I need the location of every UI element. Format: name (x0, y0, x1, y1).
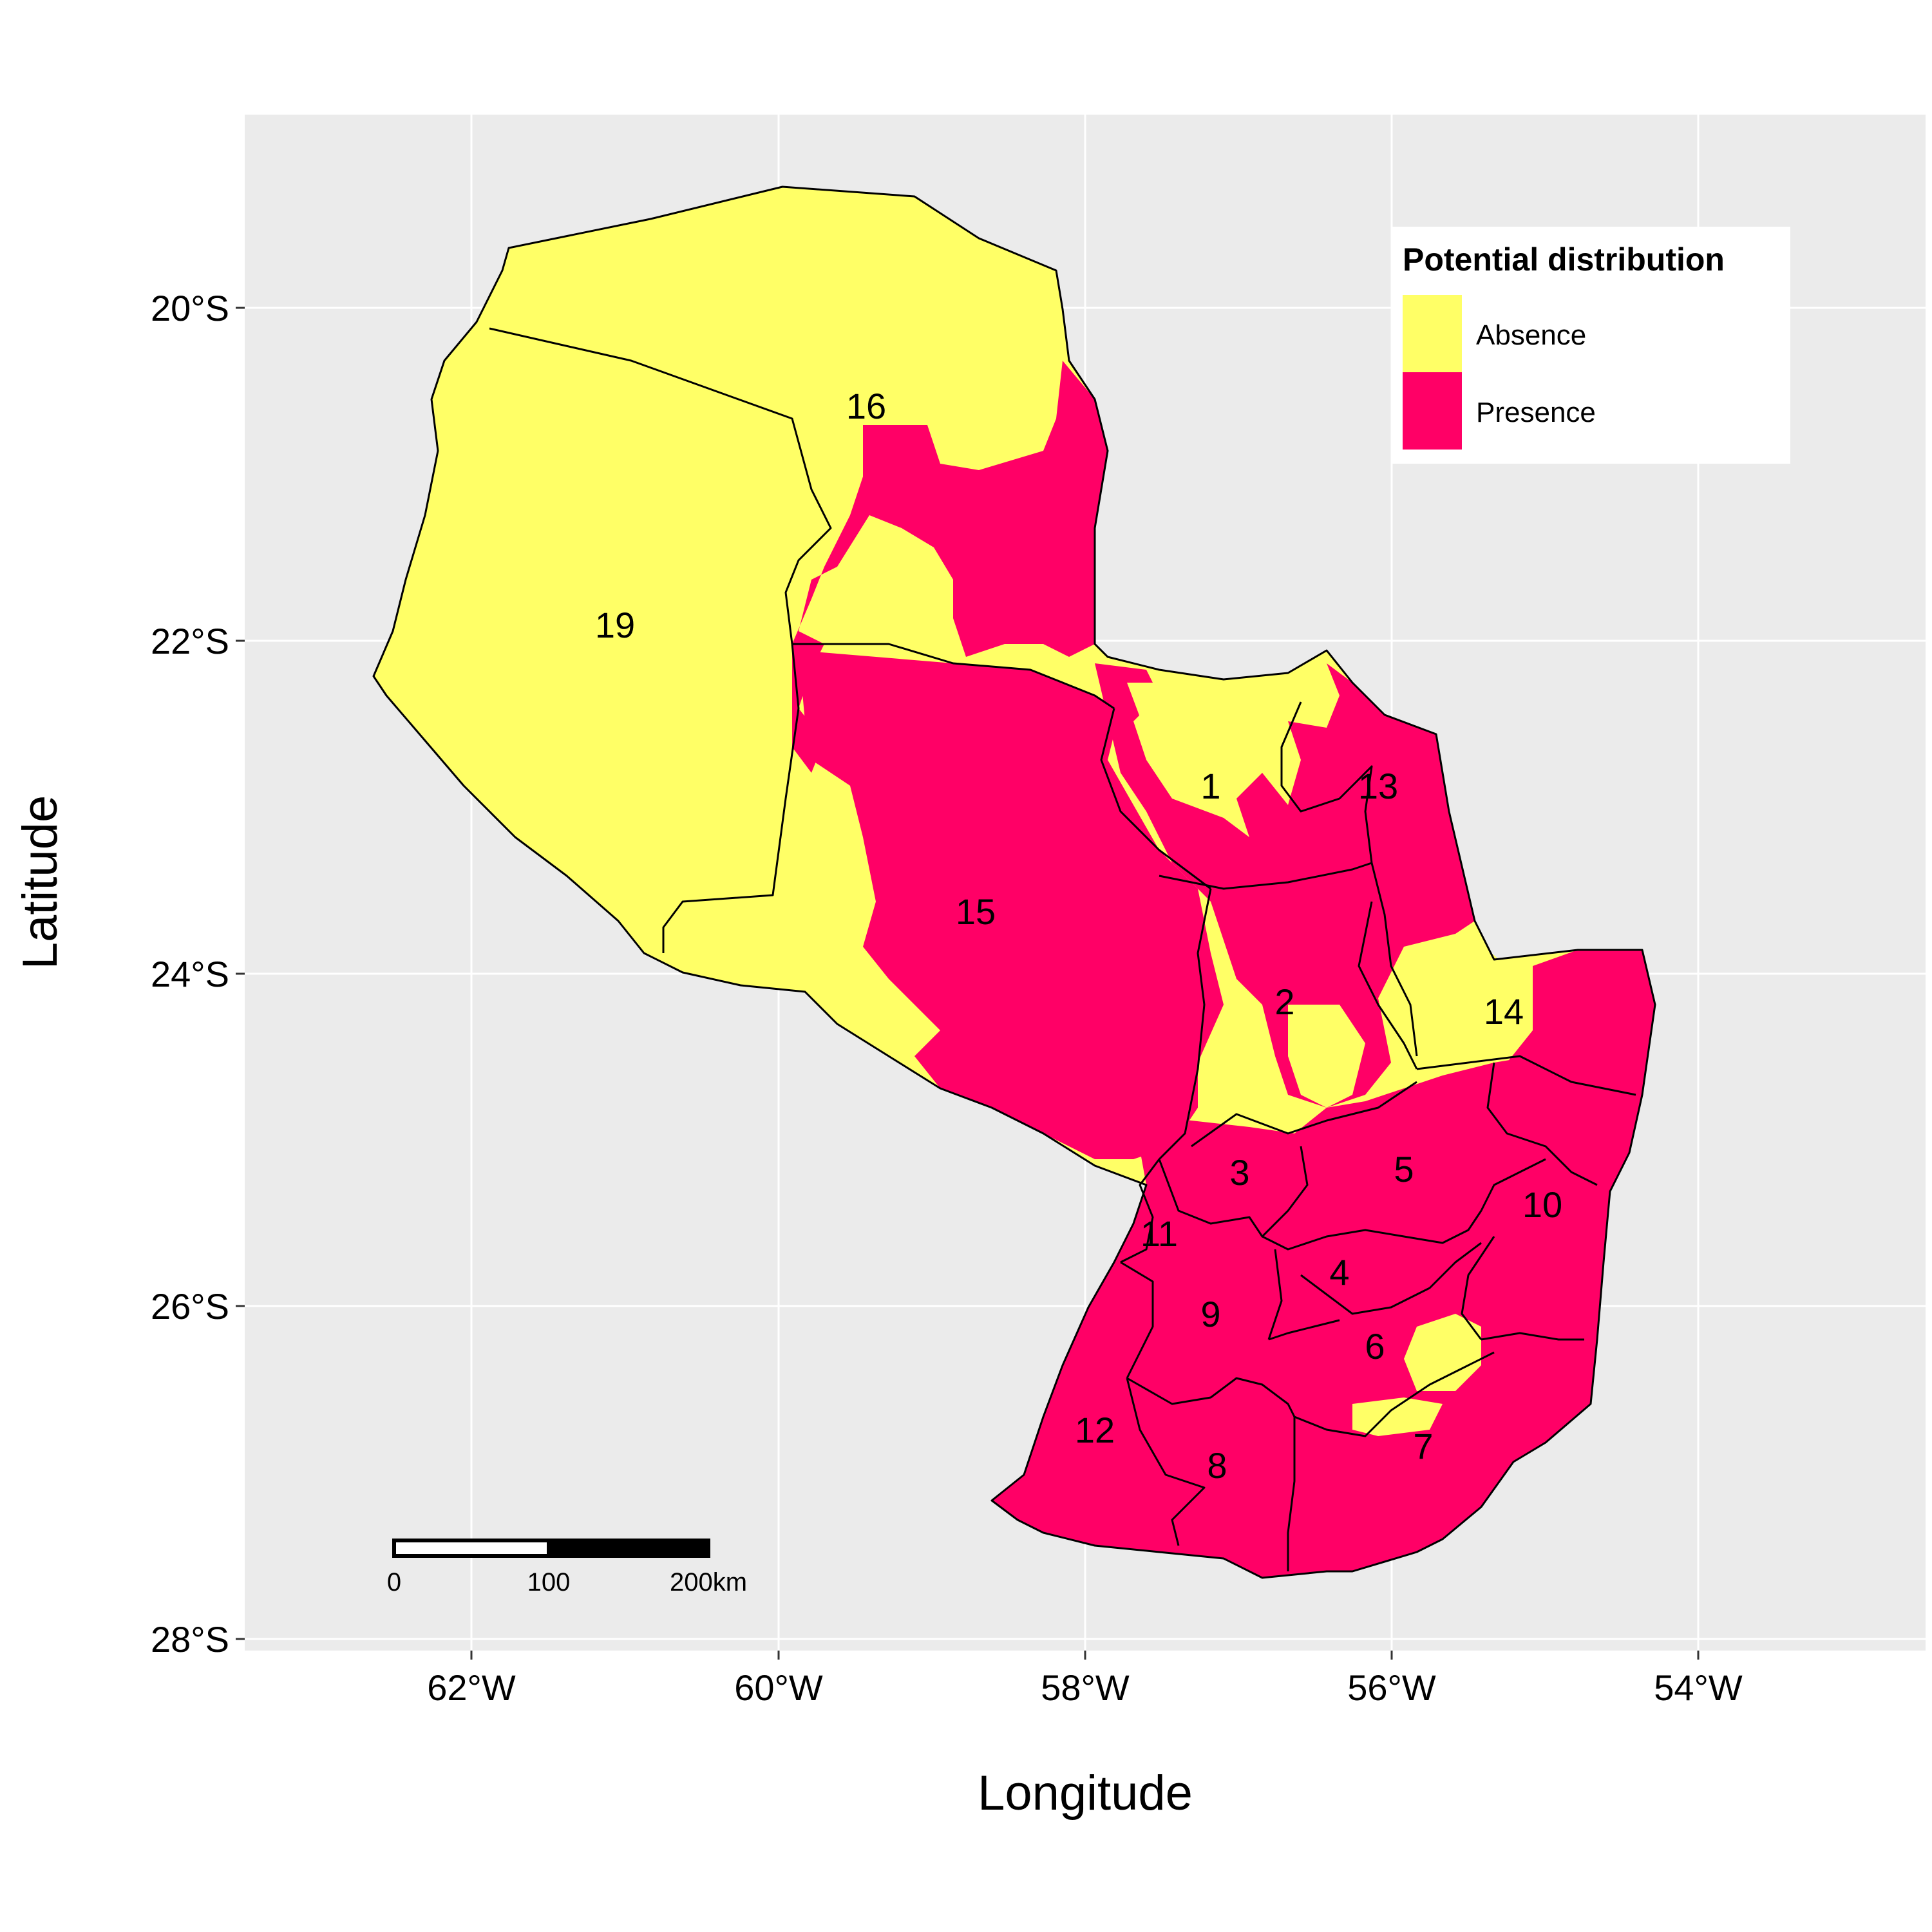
scale-label-100: 100 (527, 1568, 571, 1596)
region-label-16: 16 (846, 386, 886, 426)
region-label-1: 1 (1200, 766, 1220, 806)
region-label-11: 11 (1141, 1213, 1178, 1254)
scale-label-0: 0 (387, 1568, 401, 1596)
boundary-1-2 (1159, 862, 1372, 890)
legend: Potential distribution Absence Presence (1391, 227, 1790, 464)
x-tick-label-60: 60°W (734, 1667, 823, 1708)
presence-patch-north (792, 361, 1108, 773)
absence-patch-2 (1391, 934, 1520, 1069)
boundary-15-2 (1158, 888, 1212, 1160)
boundary-16-15 (792, 643, 1115, 710)
legend-title: Potential distribution (1403, 242, 1725, 278)
absence-patch-3 (1288, 1005, 1365, 1108)
region-label-15: 15 (956, 891, 996, 932)
x-tick-label-54: 54°W (1654, 1667, 1743, 1708)
boundary-5-10 (1486, 1062, 1598, 1186)
region-label-19: 19 (595, 605, 635, 645)
boundary-9-8 (1126, 1377, 1296, 1417)
boundary-14-10 (1416, 1055, 1636, 1096)
y-tick-label-26: 26°S (151, 1286, 229, 1327)
boundary-8-7 (1287, 1417, 1296, 1571)
scale-bar: 0 100 200km (387, 1539, 747, 1596)
region-label-7: 7 (1413, 1426, 1433, 1466)
region-label-9: 9 (1200, 1294, 1220, 1334)
presence-patch-northeast (1095, 663, 1475, 1108)
boundary-3-4 (1262, 1210, 1482, 1251)
x-axis-title: Longitude (978, 1766, 1193, 1821)
legend-swatch-absence (1403, 295, 1462, 372)
x-tick-labels: 62°W 60°W 58°W 56°W 54°W (427, 1667, 1743, 1708)
region-label-4: 4 (1329, 1252, 1349, 1293)
absence-patch-1 (1127, 683, 1275, 786)
boundary-2-14 (1358, 901, 1418, 1070)
region-label-12: 12 (1075, 1410, 1115, 1450)
y-tick-label-22: 22°S (151, 621, 229, 661)
boundary-1-13 (1280, 701, 1373, 864)
boundary-2-5 (1191, 1081, 1417, 1148)
y-axis-title: Latitude (13, 795, 68, 969)
region-label-6: 6 (1365, 1326, 1385, 1367)
scale-bar-white-segment (392, 1539, 551, 1558)
region-label-8: 8 (1207, 1445, 1227, 1486)
boundary-4-6 (1300, 1242, 1482, 1315)
presence-patch-central (799, 650, 1224, 1159)
region-label-3: 3 (1229, 1152, 1249, 1193)
y-tick-label-20: 20°S (151, 288, 229, 328)
boundary-5-4 (1480, 1158, 1546, 1211)
boundary-15-1 (1100, 708, 1211, 890)
region-label-14: 14 (1484, 991, 1524, 1032)
boundary-11-9 (1120, 1159, 1160, 1264)
scale-label-200km: 200km (670, 1568, 747, 1596)
legend-swatch-presence (1403, 372, 1462, 450)
y-tick-label-28: 28°S (151, 1619, 229, 1660)
y-tick-labels: 20°S 22°S 24°S 26°S 28°S (151, 288, 229, 1660)
boundary-19-15 (662, 643, 800, 953)
boundary-9-12 (1120, 1261, 1154, 1379)
region-label-2: 2 (1274, 981, 1294, 1022)
presence-areas (792, 361, 1655, 1578)
legend-label-absence: Absence (1476, 319, 1586, 351)
boundary-13-14 (1370, 862, 1418, 1057)
x-tick-label-56: 56°W (1347, 1667, 1436, 1708)
boundary-9-4 (1268, 1319, 1340, 1341)
x-tick-label-58: 58°W (1041, 1667, 1130, 1708)
boundary-9-6 (1267, 1249, 1283, 1340)
region-label-13: 13 (1358, 766, 1398, 806)
absence-patches (1127, 683, 1520, 1436)
region-labels: 1 2 3 4 5 6 7 8 9 10 11 12 13 14 15 16 1… (595, 386, 1562, 1486)
department-boundaries (372, 185, 1656, 1579)
region-label-10: 10 (1522, 1184, 1562, 1225)
region-label-5: 5 (1394, 1149, 1414, 1189)
boundary-19-16 (489, 327, 832, 645)
y-tick-label-24: 24°S (151, 954, 229, 994)
scale-bar-black-segment (547, 1539, 710, 1558)
boundary-12-8 (1126, 1378, 1206, 1546)
boundary-10-7 (1481, 1332, 1584, 1341)
boundary-6-7 (1294, 1351, 1495, 1437)
axis-ticks (236, 307, 1700, 1660)
boundary-6-10 (1461, 1236, 1495, 1340)
legend-label-presence: Presence (1476, 397, 1596, 428)
x-tick-label-62: 62°W (427, 1667, 516, 1708)
boundary-3 (1158, 1146, 1309, 1238)
country-outline (372, 185, 1656, 1579)
absence-patch-4 (1404, 1314, 1481, 1391)
